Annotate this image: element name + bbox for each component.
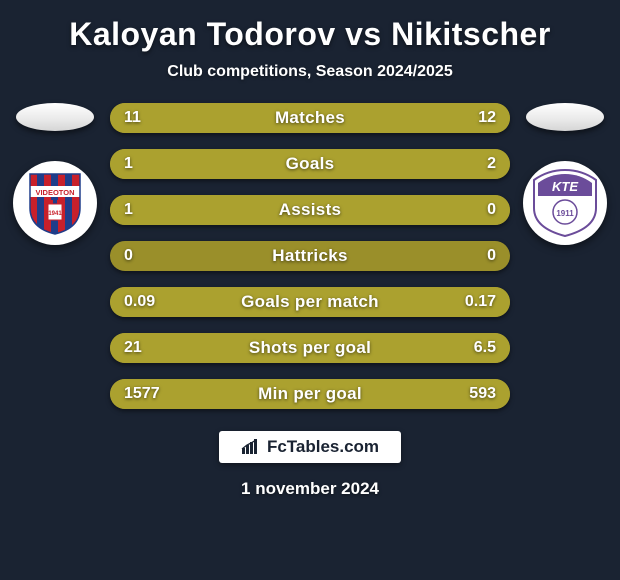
- right-club-badge: KTE 1911: [523, 161, 607, 245]
- left-flag-oval: [16, 103, 94, 131]
- brand-label: FcTables.com: [267, 437, 379, 457]
- page-title: Kaloyan Todorov vs Nikitscher: [69, 16, 551, 53]
- stats-column: 1112Matches 12Goals 10Assists 00Hattricks 0.…: [110, 103, 510, 409]
- left-club-badge: VIDEOTON 1941: [13, 161, 97, 245]
- kte-badge-icon: KTE 1911: [528, 166, 602, 240]
- stat-row: 1577593Min per goal: [110, 379, 510, 409]
- videoton-badge-icon: VIDEOTON 1941: [20, 168, 90, 238]
- right-side-column: KTE 1911: [510, 103, 620, 245]
- stat-label: Matches: [110, 103, 510, 133]
- right-flag-oval: [526, 103, 604, 131]
- svg-text:1911: 1911: [556, 209, 574, 218]
- brand-box: FcTables.com: [219, 431, 401, 463]
- stat-label: Hattricks: [110, 241, 510, 271]
- stat-row: 0.090.17Goals per match: [110, 287, 510, 317]
- stat-label: Assists: [110, 195, 510, 225]
- stat-row: 00Hattricks: [110, 241, 510, 271]
- svg-text:VIDEOTON: VIDEOTON: [35, 188, 74, 197]
- left-side-column: VIDEOTON 1941: [0, 103, 110, 245]
- stat-label: Min per goal: [110, 379, 510, 409]
- brand-chart-icon: [241, 439, 259, 455]
- stat-label: Goals per match: [110, 287, 510, 317]
- svg-text:1941: 1941: [48, 211, 62, 217]
- stat-label: Shots per goal: [110, 333, 510, 363]
- stat-row: 12Goals: [110, 149, 510, 179]
- stat-label: Goals: [110, 149, 510, 179]
- subtitle: Club competitions, Season 2024/2025: [167, 63, 452, 81]
- vs-label: vs: [345, 16, 382, 52]
- stat-row: 216.5Shots per goal: [110, 333, 510, 363]
- date-line: 1 november 2024: [241, 479, 379, 499]
- comparison-body: VIDEOTON 1941 1112Matches 12Goals 10Assist…: [0, 103, 620, 409]
- svg-text:KTE: KTE: [552, 179, 578, 194]
- player1-name: Kaloyan Todorov: [69, 16, 335, 52]
- stat-row: 10Assists: [110, 195, 510, 225]
- stat-row: 1112Matches: [110, 103, 510, 133]
- player2-name: Nikitscher: [391, 16, 551, 52]
